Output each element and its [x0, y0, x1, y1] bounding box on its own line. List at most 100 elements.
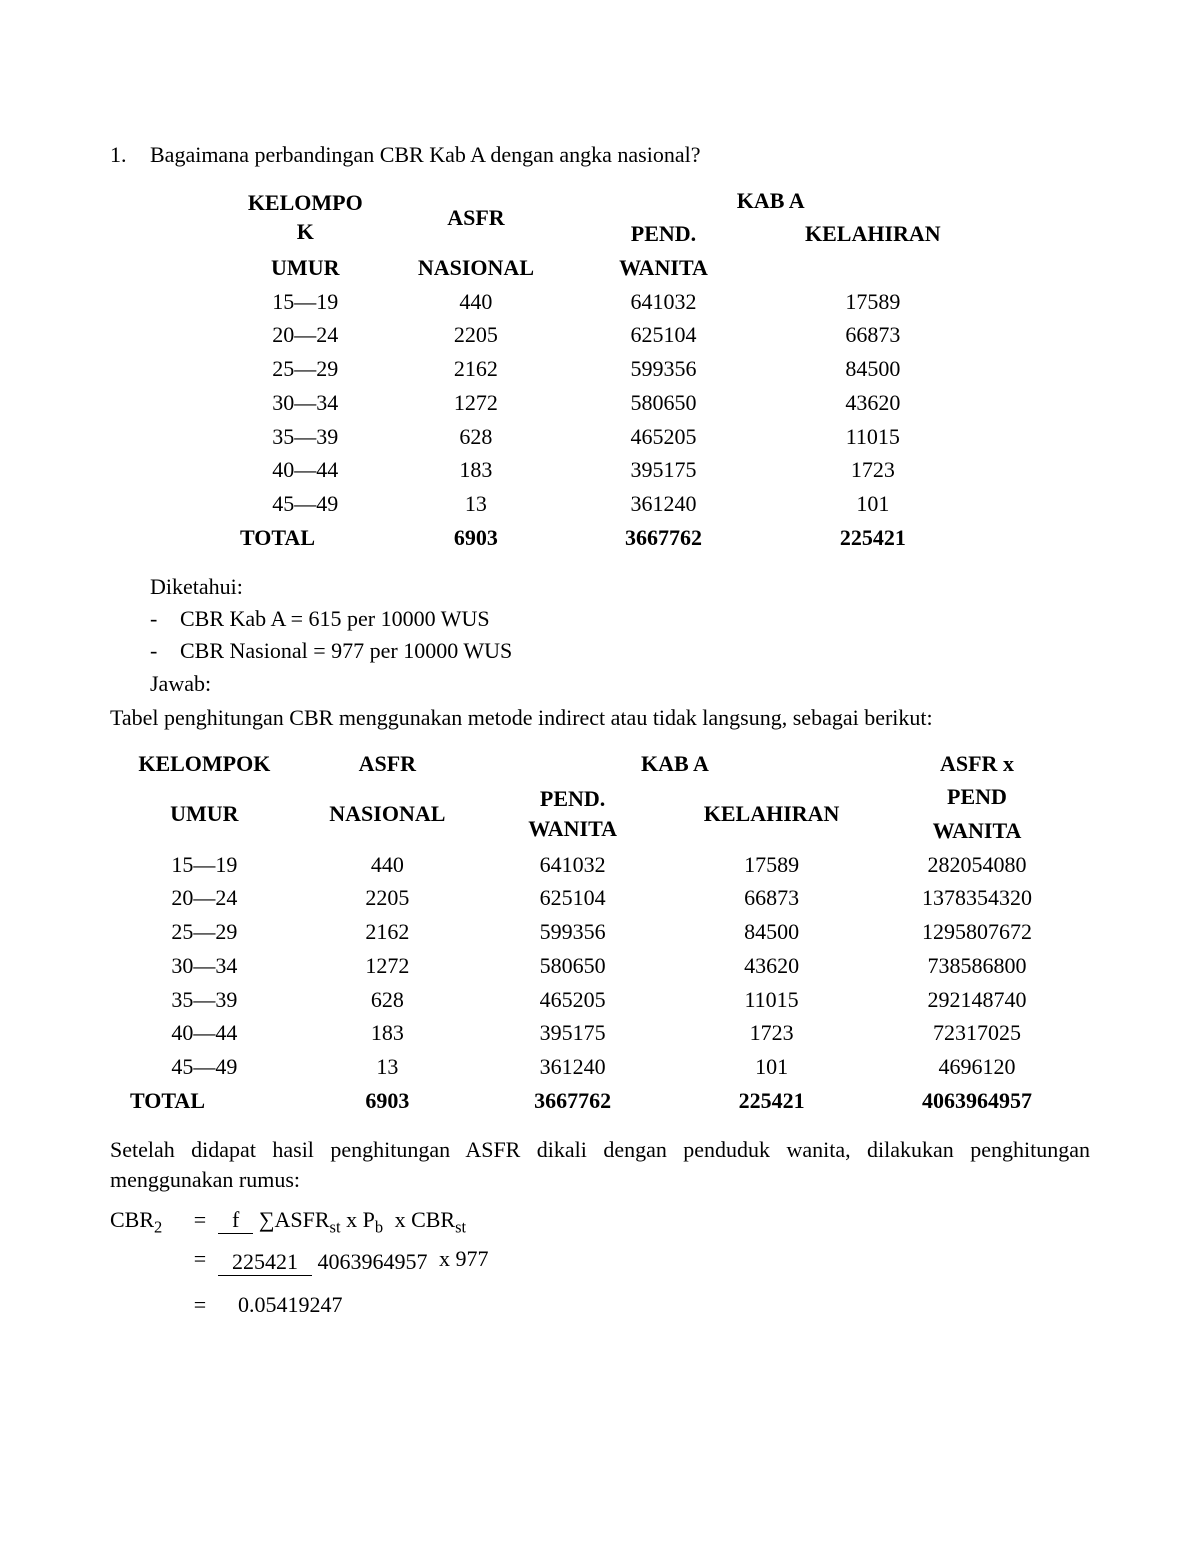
table-cell: 599356	[476, 915, 669, 949]
table-cell: 1295807672	[874, 915, 1080, 949]
t2-h-nasional: NASIONAL	[299, 780, 476, 847]
table-row: 25—29216259935684500	[220, 352, 980, 386]
table-cell: 15—19	[110, 848, 299, 882]
table-cell: 15—19	[220, 285, 391, 319]
table-cell: 45—49	[110, 1050, 299, 1084]
tabel-desc: Tabel penghitungan CBR menggunakan metod…	[110, 703, 1090, 733]
t2-h-kelompok: KELOMPOK	[110, 747, 299, 781]
table-cell: 395175	[476, 1016, 669, 1050]
table-row: 25—292162599356845001295807672	[110, 915, 1080, 949]
table-cell: 84500	[766, 352, 980, 386]
t1-h-pend: PEND.	[561, 217, 765, 251]
formula-eq3: =	[182, 1290, 218, 1320]
table-cell: 465205	[561, 420, 765, 454]
t2-h-axp2: PEND	[874, 780, 1080, 814]
table-cell: 2205	[391, 318, 562, 352]
diketahui-line1: -CBR Kab A = 615 per 10000 WUS	[150, 604, 1090, 634]
table-cell: 641032	[476, 848, 669, 882]
table-cell: 738586800	[874, 949, 1080, 983]
table-cell: 465205	[476, 983, 669, 1017]
table-cell: 40—44	[220, 453, 391, 487]
t1-total-kelahiran: 225421	[766, 521, 980, 555]
table-row: 15—1944064103217589282054080	[110, 848, 1080, 882]
table-cell: 282054080	[874, 848, 1080, 882]
t2-h-kaba: KAB A	[476, 747, 874, 781]
table-row: 30—34127258065043620	[220, 386, 980, 420]
t1-total-label: TOTAL	[220, 521, 391, 555]
table-cell: 84500	[669, 915, 874, 949]
formula-block: CBR2 = f ∑ASFRst x Pb x CBRst = 225421 4…	[110, 1205, 1090, 1320]
t1-h-kelompok: KELOMPO K	[220, 184, 391, 251]
table-cell: 183	[391, 453, 562, 487]
table-cell: 440	[299, 848, 476, 882]
question-line: 1. Bagaimana perbandingan CBR Kab A deng…	[110, 140, 1090, 170]
table-row: 30—34127258065043620738586800	[110, 949, 1080, 983]
table-cell: 1272	[299, 949, 476, 983]
t1-h-umur: UMUR	[220, 251, 391, 285]
after-paragraph: Setelah didapat hasil penghitungan ASFR …	[110, 1135, 1090, 1194]
t2-h-axp1: ASFR x	[874, 747, 1080, 781]
table-row: 15—1944064103217589	[220, 285, 980, 319]
table-cell: 1723	[669, 1016, 874, 1050]
table-cell: 625104	[476, 881, 669, 915]
table-cell: 20—24	[110, 881, 299, 915]
table-cell: 625104	[561, 318, 765, 352]
t2-total-asfr: 6903	[299, 1084, 476, 1118]
table-cell: 183	[299, 1016, 476, 1050]
t1-h-nasional: NASIONAL	[391, 251, 562, 285]
table-cell: 40—44	[110, 1016, 299, 1050]
diketahui-block: Diketahui: -CBR Kab A = 615 per 10000 WU…	[150, 572, 1090, 665]
table-row: 35—3962846520511015	[220, 420, 980, 454]
table-2: KELOMPOK ASFR KAB A ASFR x UMUR NASIONAL…	[110, 747, 1080, 1118]
document-page: 1. Bagaimana perbandingan CBR Kab A deng…	[0, 0, 1200, 1553]
t2-h-axp3: WANITA	[874, 814, 1080, 848]
formula-eq1: =	[182, 1205, 218, 1239]
table-cell: 4696120	[874, 1050, 1080, 1084]
table-cell: 2162	[391, 352, 562, 386]
table-cell: 17589	[669, 848, 874, 882]
t1-h-kelahiran: KELAHIRAN	[766, 217, 980, 251]
t1-h-wanita: WANITA	[561, 251, 765, 285]
t2-total-pend: 3667762	[476, 1084, 669, 1118]
table-cell: 580650	[561, 386, 765, 420]
table-cell: 35—39	[110, 983, 299, 1017]
table-cell: 628	[299, 983, 476, 1017]
table-cell: 72317025	[874, 1016, 1080, 1050]
table-row: 20—24220562510466873	[220, 318, 980, 352]
diketahui-line2: -CBR Nasional = 977 per 10000 WUS	[150, 636, 1090, 666]
table-cell: 1723	[766, 453, 980, 487]
table-cell: 361240	[561, 487, 765, 521]
table-cell: 11015	[669, 983, 874, 1017]
t2-h-kelahiran: KELAHIRAN	[669, 780, 874, 847]
table-cell: 13	[299, 1050, 476, 1084]
formula-lhs: CBR2	[110, 1205, 182, 1239]
formula-rhs2: 225421 4063964957 x 977	[218, 1244, 495, 1276]
jawab-label: Jawab:	[150, 669, 1090, 699]
question-number: 1.	[110, 140, 150, 170]
table-cell: 101	[669, 1050, 874, 1084]
table-cell: 628	[391, 420, 562, 454]
table-row: 40—441833951751723	[220, 453, 980, 487]
table-cell: 66873	[669, 881, 874, 915]
table-cell: 45—49	[220, 487, 391, 521]
table-cell: 17589	[766, 285, 980, 319]
table-cell: 580650	[476, 949, 669, 983]
table-cell: 395175	[561, 453, 765, 487]
t2-total-kelahiran: 225421	[669, 1084, 874, 1118]
t1-total-pend: 3667762	[561, 521, 765, 555]
table-row: 40—44183395175172372317025	[110, 1016, 1080, 1050]
table-cell: 2162	[299, 915, 476, 949]
t2-h-umur: UMUR	[110, 780, 299, 847]
table-cell: 30—34	[220, 386, 391, 420]
table-row: 45—4913361240101	[220, 487, 980, 521]
table-cell: 1272	[391, 386, 562, 420]
table-cell: 599356	[561, 352, 765, 386]
table-cell: 43620	[669, 949, 874, 983]
table-row: 20—242205625104668731378354320	[110, 881, 1080, 915]
t2-total-axp: 4063964957	[874, 1084, 1080, 1118]
t1-total-asfr: 6903	[391, 521, 562, 555]
table-cell: 25—29	[110, 915, 299, 949]
table-cell: 440	[391, 285, 562, 319]
formula-eq2: =	[182, 1244, 218, 1276]
table-cell: 35—39	[220, 420, 391, 454]
